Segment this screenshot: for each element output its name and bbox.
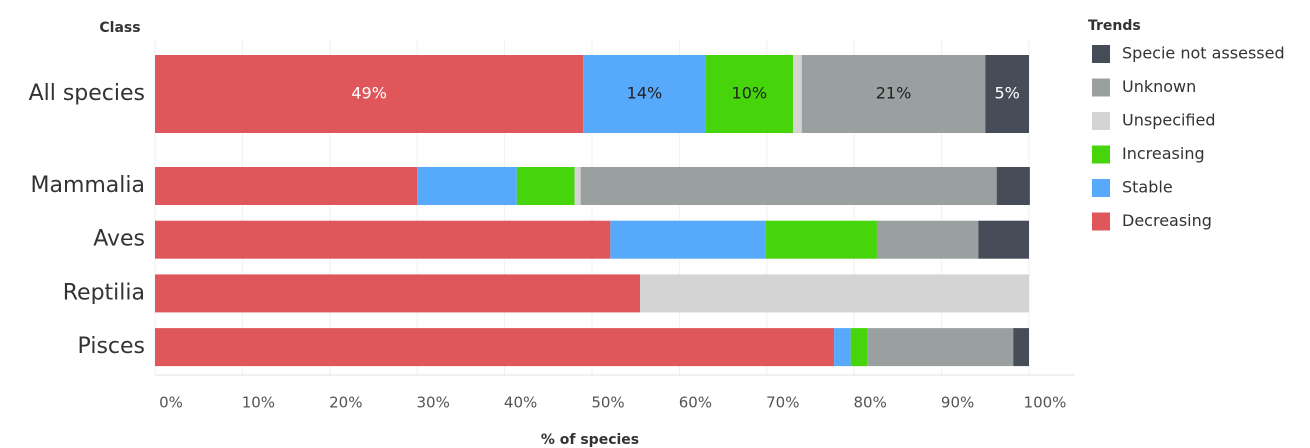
bar-segment bbox=[155, 274, 641, 313]
y-tick-label: Mammalia bbox=[30, 173, 145, 198]
bar-segment bbox=[985, 55, 1029, 133]
bar-segment bbox=[996, 167, 1030, 205]
legend-label: Unspecified bbox=[1122, 111, 1216, 130]
data-label: 49% bbox=[351, 84, 387, 103]
bar-segment bbox=[867, 328, 1014, 367]
bar-segment bbox=[834, 328, 851, 367]
legend-label: Increasing bbox=[1122, 144, 1205, 163]
bar-segment bbox=[580, 167, 997, 205]
x-tick-label: 40% bbox=[504, 394, 537, 412]
bar-segment bbox=[978, 220, 1029, 259]
x-tick-label: 70% bbox=[766, 394, 799, 412]
bar-segment bbox=[155, 55, 584, 133]
x-tick-label: 30% bbox=[417, 394, 450, 412]
x-axis-title: % of species bbox=[541, 432, 639, 448]
legend-swatch bbox=[1092, 112, 1110, 130]
bar-segment bbox=[574, 167, 581, 205]
bar-segment bbox=[155, 328, 835, 367]
bar-segment bbox=[640, 274, 1029, 313]
bar-segment bbox=[417, 167, 517, 205]
legend-swatch bbox=[1092, 45, 1110, 63]
legend-title: Trends bbox=[1088, 18, 1141, 34]
y-tick-label: Reptilia bbox=[63, 280, 145, 305]
legend-label: Stable bbox=[1122, 178, 1173, 197]
y-tick-label: Aves bbox=[93, 227, 145, 252]
x-tick-label: 0% bbox=[159, 394, 183, 412]
legend-label: Unknown bbox=[1122, 77, 1196, 96]
x-tick-label: 100% bbox=[1024, 394, 1067, 412]
y-axis-title: Class bbox=[99, 20, 140, 36]
legend-label: Specie not assessed bbox=[1122, 44, 1285, 63]
bar-segment bbox=[801, 55, 986, 133]
legend-swatch bbox=[1092, 212, 1110, 231]
x-tick-label: 50% bbox=[591, 394, 624, 412]
bar-segment bbox=[850, 328, 868, 367]
bar-segment bbox=[705, 55, 794, 133]
bar-segment bbox=[1013, 328, 1029, 367]
legend-swatch bbox=[1092, 78, 1110, 97]
bar-segment bbox=[516, 167, 575, 205]
bar-segment bbox=[793, 55, 802, 133]
bar-segment bbox=[583, 55, 706, 133]
legend-label: Decreasing bbox=[1122, 211, 1212, 230]
data-label: 14% bbox=[627, 84, 663, 103]
x-tick-label: 60% bbox=[679, 394, 712, 412]
data-label: 21% bbox=[876, 84, 912, 103]
x-tick-label: 90% bbox=[941, 394, 974, 412]
bar-segment bbox=[610, 220, 766, 259]
y-tick-label: Pisces bbox=[78, 334, 145, 359]
legend-swatch bbox=[1092, 145, 1110, 164]
x-tick-label: 80% bbox=[854, 394, 887, 412]
y-tick-label: All species bbox=[29, 81, 145, 106]
data-label: 5% bbox=[994, 84, 1019, 103]
bar-segment bbox=[765, 220, 877, 259]
bar-segment bbox=[155, 167, 418, 205]
x-tick-label: 20% bbox=[329, 394, 362, 412]
bar-segment bbox=[155, 220, 611, 259]
legend-swatch bbox=[1092, 179, 1110, 197]
bar-segment bbox=[876, 220, 979, 259]
x-tick-label: 10% bbox=[242, 394, 275, 412]
data-label: 10% bbox=[732, 84, 768, 103]
